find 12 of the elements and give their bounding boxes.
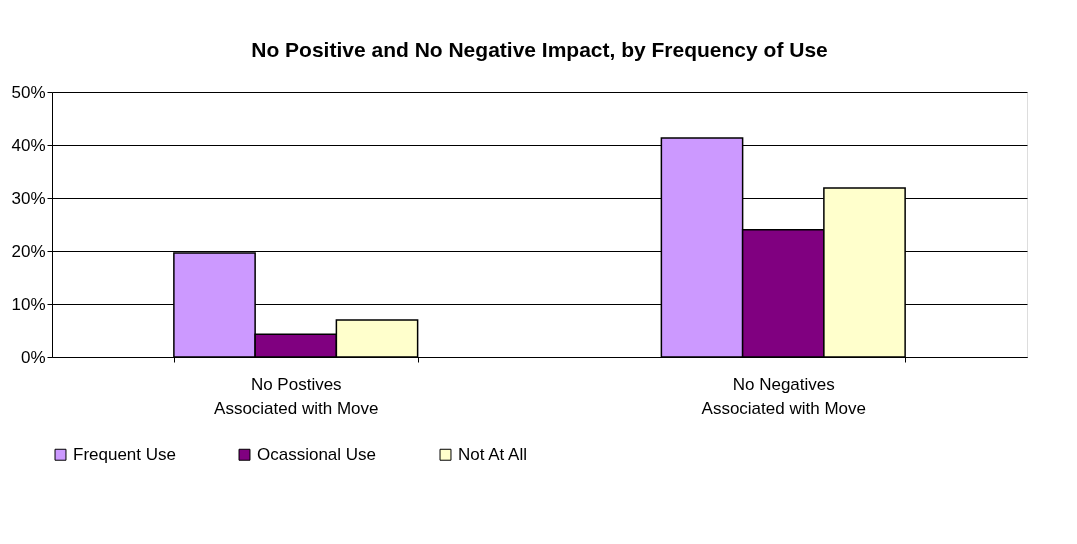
y-tick-label: 30% [11,188,46,208]
chart-title: No Positive and No Negative Impact, by Frequency of Use [251,38,828,61]
x-tick-label: No Postives Associated with Move [214,374,379,418]
x-tick-label: No Negatives Associated with Move [701,374,866,418]
y-tick-label: 10% [11,294,46,314]
y-tick-label: 0% [20,347,46,367]
y-tick-label: 50% [11,82,46,102]
y-tick-label: 40% [11,135,46,155]
legend-label: Frequent Use [73,444,176,464]
y-tick-label: 20% [11,241,46,261]
legend-label: Not At All [458,444,527,464]
legend-label: Ocassional Use [257,444,377,464]
